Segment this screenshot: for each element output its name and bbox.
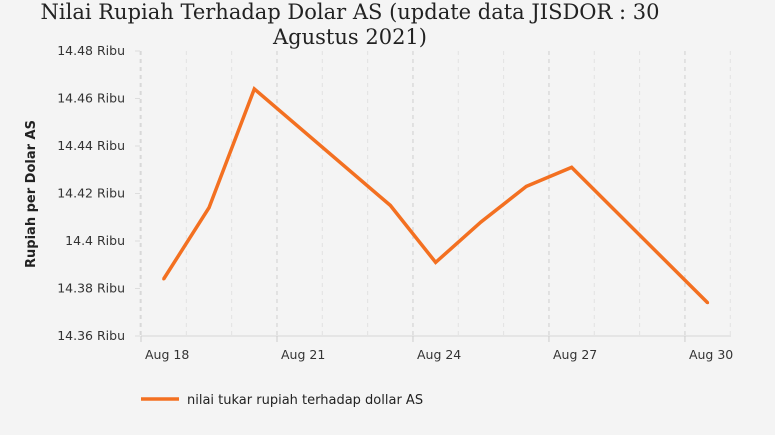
y-axis-label: Rupiah per Dolar AS (24, 120, 39, 268)
x-tick-label: Aug 27 (553, 347, 597, 362)
x-tick-label: Aug 24 (417, 347, 461, 362)
y-tick-label: 14.38 Ribu (57, 281, 125, 296)
y-tick-label: 14.48 Ribu (57, 43, 125, 58)
chart-title: Nilai Rupiah Terhadap Dolar AS (update d… (40, 0, 660, 49)
data-point (570, 165, 574, 169)
x-tick-label: Aug 30 (689, 347, 733, 362)
data-point (479, 220, 483, 224)
data-point (252, 87, 256, 91)
y-tick-label: 14.42 Ribu (57, 186, 125, 201)
y-tick-label: 14.4 Ribu (65, 233, 125, 248)
x-tick-label: Aug 21 (281, 347, 325, 362)
x-tick-label: Aug 18 (145, 347, 189, 362)
data-point (524, 184, 528, 188)
legend-label: nilai tukar rupiah terhadap dollar AS (187, 393, 423, 408)
data-point (388, 203, 392, 207)
series-line (162, 86, 709, 304)
y-tick-label: 14.46 Ribu (57, 91, 125, 106)
y-tick-label: 14.36 Ribu (57, 328, 125, 343)
data-point (207, 206, 211, 210)
y-tick-label: 14.44 Ribu (57, 138, 125, 153)
data-point (434, 260, 438, 264)
data-point (706, 301, 710, 305)
data-point (162, 277, 166, 281)
